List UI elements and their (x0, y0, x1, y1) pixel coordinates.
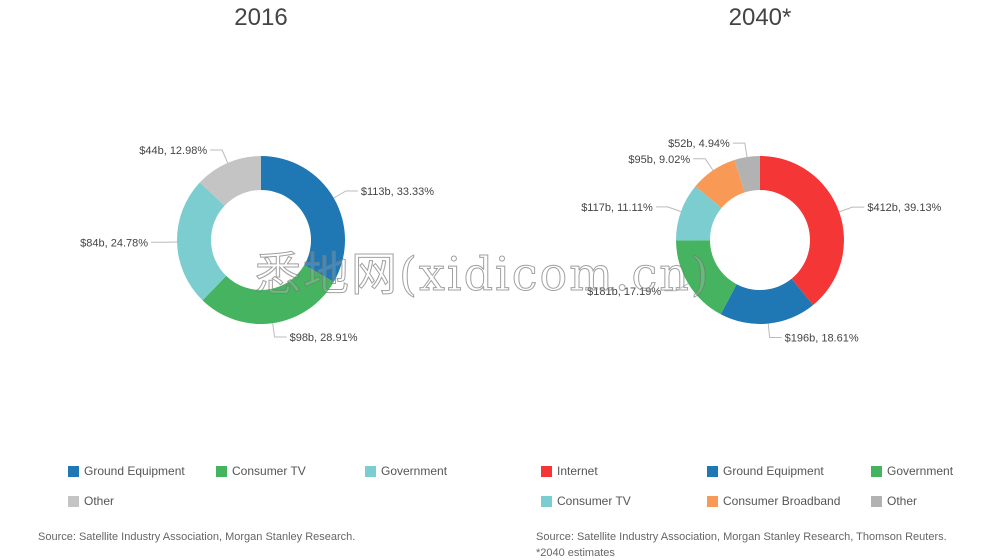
data-label: $117b, 11.11% (581, 202, 653, 214)
leader-line (767, 323, 782, 339)
legend-label: Government (381, 464, 448, 478)
legend-item-consumer-tv[interactable]: Consumer TV (216, 464, 306, 478)
legend-label: Consumer TV (232, 464, 306, 478)
legend-item-consumer-tv[interactable]: Consumer TV (541, 494, 631, 508)
data-label: $181b, 17.19% (587, 286, 661, 298)
leader-line (210, 149, 229, 164)
legend-label: Ground Equipment (723, 464, 824, 478)
legend-item-ground-equipment[interactable]: Ground Equipment (707, 464, 824, 478)
leader-line (655, 206, 682, 213)
legend-item-government[interactable]: Government (365, 464, 447, 478)
legend-swatch (216, 465, 227, 477)
data-label: $98b, 28.91% (290, 332, 358, 344)
legend-label: Consumer TV (557, 494, 631, 508)
legend-swatch (68, 495, 79, 507)
legend-label: Ground Equipment (84, 464, 185, 478)
source-note-2016: Source: Satellite Industry Association, … (38, 531, 356, 543)
donut-slice-consumer-broadband[interactable] (695, 160, 745, 209)
legend-item-consumer-broadband[interactable]: Consumer Broadband (707, 494, 840, 508)
legend-swatch (541, 465, 552, 477)
leader-line (693, 158, 714, 171)
data-label: $44b, 12.98% (139, 145, 207, 157)
donut-slice-other[interactable] (199, 156, 261, 206)
legend-swatch (707, 495, 718, 507)
donut-slice-other[interactable] (734, 156, 760, 193)
legend-label: Government (887, 464, 954, 478)
leader-line (664, 283, 689, 292)
legend-label: Consumer Broadband (723, 494, 841, 508)
legend-item-other[interactable]: Other (68, 494, 114, 508)
legend-item-internet[interactable]: Internet (541, 464, 598, 478)
data-label: $196b, 18.61% (785, 333, 859, 345)
legend-item-ground-equipment[interactable]: Ground Equipment (68, 464, 185, 478)
legend-item-other[interactable]: Other (871, 494, 917, 508)
data-label: $412b, 39.13% (867, 202, 941, 214)
donut-slice-consumer-tv[interactable] (202, 265, 334, 324)
chart-title-2016: 2016 (234, 4, 288, 31)
chart-title-2040: 2040* (728, 4, 792, 31)
leader-line (333, 190, 358, 199)
donut-slice-internet[interactable] (760, 155, 845, 306)
data-label: $84b, 24.78% (80, 237, 148, 249)
legend-label: Other (887, 494, 918, 508)
legend-label: Other (84, 494, 115, 508)
data-label: $95b, 9.02% (628, 154, 690, 166)
donut-slice-ground-equipment[interactable] (720, 278, 814, 324)
donut-slice-government[interactable] (676, 240, 737, 315)
legend-swatch (871, 465, 882, 477)
legend-label: Internet (557, 464, 598, 478)
donut-slice-consumer-tv[interactable] (676, 186, 722, 241)
legend-swatch (541, 495, 552, 507)
data-label: $113b, 33.33% (361, 186, 434, 198)
legend-swatch (365, 465, 376, 477)
source-note-2040: Source: Satellite Industry Association, … (536, 531, 947, 559)
donut-slice-government[interactable] (177, 182, 227, 301)
leader-line (838, 206, 865, 213)
legend-swatch (707, 465, 718, 477)
leader-line (272, 323, 287, 338)
legend-item-government[interactable]: Government (871, 464, 953, 478)
legend-swatch (68, 465, 79, 477)
data-label: $52b, 4.94% (668, 138, 730, 150)
donut-slice-ground-equipment[interactable] (261, 156, 345, 282)
legend-swatch (871, 495, 882, 507)
leader-line (732, 142, 748, 158)
